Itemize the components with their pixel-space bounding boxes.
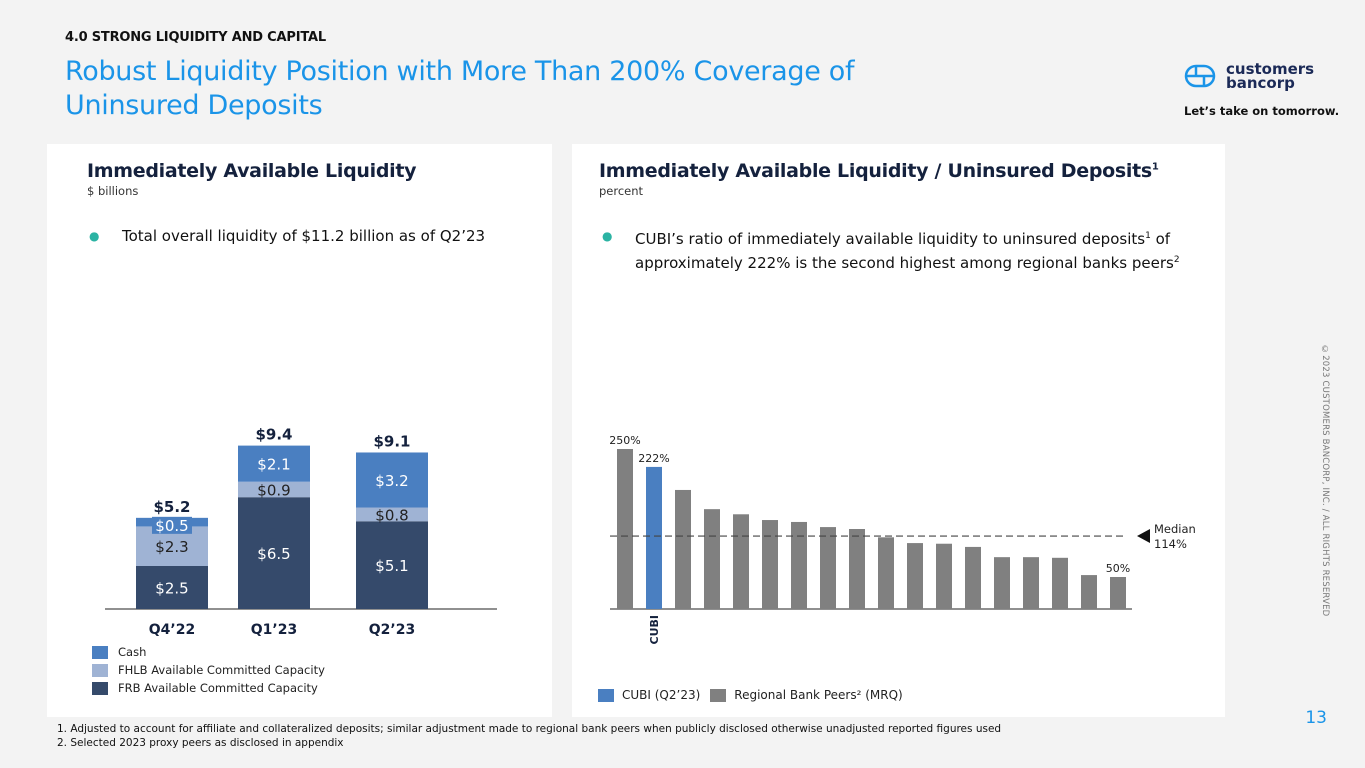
peer-bar [1023, 557, 1039, 609]
bar-segment-fhlb [238, 481, 310, 498]
bar-segment-cash [238, 445, 310, 482]
bullet-dot-icon: ● [602, 229, 613, 243]
legend-item-cubi: CUBI (Q2’23) [598, 688, 700, 702]
peer-bar [1110, 577, 1126, 609]
segment-label: $0.9 [257, 481, 290, 499]
peer-bar [762, 520, 778, 609]
brand-logo: customers bancorp [1184, 60, 1315, 92]
stacked-bar-chart: $2.5 $2.3 $0.5$5.2 Q4’22 $6.5 $0.9 $2.1 $9.4 Q1’… [105, 426, 497, 638]
legend-label: Regional Bank Peers² (MRQ) [734, 688, 903, 702]
label-background [152, 516, 192, 534]
legend-label: CUBI (Q2’23) [622, 688, 701, 702]
value-label: 222% [638, 452, 669, 465]
legend-swatch [92, 645, 108, 659]
bar-segment-frb [238, 497, 310, 609]
bullet-dot-icon: ● [89, 229, 100, 243]
liquidity-panel-title: Immediately Available Liquidity [87, 160, 417, 182]
peer-bar [617, 449, 633, 609]
liquidity-panel-subtitle: $ billions [87, 184, 139, 198]
peer-bar [1081, 575, 1097, 609]
coverage-bullet: ● CUBI’s ratio of immediately available … [600, 226, 1180, 274]
section-label: 4.0 STRONG LIQUIDITY AND CAPITAL [65, 30, 326, 45]
median-value: 114% [1154, 537, 1187, 551]
cubi-axis-label: CUBI [648, 615, 661, 644]
median-label: Median [1154, 522, 1196, 536]
legend-swatch [598, 688, 614, 702]
legend-label: FRB Available Committed Capacity [118, 681, 318, 695]
total-label: $5.2 [153, 498, 190, 516]
segment-label: $2.3 [155, 538, 188, 556]
category-label: Q2’23 [369, 622, 415, 638]
footnote-1: 1. Adjusted to account for affiliate and… [57, 723, 1002, 735]
legend-item-peers: Regional Bank Peers² (MRQ) [710, 688, 903, 702]
legend-item-fhlb: FHLB Available Committed Capacity [92, 663, 325, 677]
category-label: Q1’23 [251, 622, 297, 638]
coverage-panel: Immediately Available Liquidity / Uninsu… [572, 144, 1225, 717]
logo-line-2: bancorp [1226, 74, 1295, 92]
segment-label: $3.2 [375, 472, 408, 490]
peer-bar [733, 514, 749, 609]
total-label: $9.1 [373, 432, 410, 450]
peer-chart-legend: CUBI (Q2’23) Regional Bank Peers² (MRQ) [598, 688, 913, 702]
segment-label: $0.5 [155, 517, 188, 535]
bar-segment-fhlb [356, 507, 428, 522]
bullet-text-part: of approximately 222% is the second high… [635, 230, 1174, 272]
legend-label: Cash [118, 645, 147, 659]
segment-label: $5.1 [375, 557, 408, 575]
footnote-ref: 1 [1151, 161, 1159, 173]
stacked-chart-legend: Cash FHLB Available Committed Capacity F… [92, 645, 325, 695]
footnotes: 1. Adjusted to account for affiliate and… [57, 722, 1001, 750]
footnote-ref: 2 [1173, 255, 1180, 265]
legend-swatch [92, 663, 108, 677]
segment-label: $0.8 [375, 506, 408, 524]
value-label: 250% [609, 434, 640, 447]
peer-bar [936, 543, 952, 609]
legend-swatch [92, 681, 108, 695]
coverage-bullet-text: CUBI’s ratio of immediately available li… [635, 226, 1180, 274]
legend-label: FHLB Available Committed Capacity [118, 663, 325, 677]
bar-segment-frb [136, 566, 208, 609]
bar-segment-cash [356, 452, 428, 508]
peer-bar [878, 537, 894, 609]
cubi-bar [646, 466, 662, 609]
peer-bar [704, 509, 720, 609]
logo-line-1: customers [1226, 60, 1315, 78]
liquidity-bullet: ● Total overall liquidity of $11.2 billi… [87, 226, 485, 247]
page-title: Robust Liquidity Position with More Than… [65, 56, 855, 121]
coverage-panel-title: Immediately Available Liquidity / Uninsu… [599, 160, 1159, 182]
bullet-text-part: CUBI’s ratio of immediately available li… [635, 230, 1146, 248]
legend-item-cash: Cash [92, 645, 325, 659]
peer-bar [907, 543, 923, 609]
legend-swatch [710, 688, 727, 702]
total-label: $9.4 [255, 426, 292, 444]
peer-bar [791, 521, 807, 609]
peer-bar [1052, 557, 1068, 609]
peer-bar [849, 529, 865, 609]
value-label: 50% [1106, 562, 1130, 575]
logo-icon [1184, 64, 1216, 88]
peer-bar [965, 546, 981, 609]
legend-item-frb: FRB Available Committed Capacity [92, 681, 325, 695]
copyright: ©2023 CUSTOMERS BANCORP, INC. / ALL RIGH… [1320, 345, 1330, 617]
segment-label: $6.5 [257, 545, 290, 563]
category-label: Q4’22 [149, 622, 195, 638]
peer-bar [675, 489, 691, 609]
footnote-2: 2. Selected 2023 proxy peers as disclose… [57, 737, 344, 749]
footnote-ref: 1 [1145, 231, 1151, 241]
logo-text: customers bancorp [1226, 60, 1315, 92]
peer-bar [820, 527, 836, 609]
segment-label: $2.1 [257, 456, 290, 474]
median-arrow-icon [1137, 529, 1150, 544]
liquidity-bullet-text: Total overall liquidity of $11.2 billion… [122, 227, 486, 245]
tagline: Let’s take on tomorrow. [1184, 104, 1340, 118]
page-number: 13 [1305, 708, 1327, 728]
liquidity-panel: Immediately Available Liquidity $ billio… [47, 144, 552, 717]
coverage-panel-subtitle: percent [599, 184, 644, 198]
bar-segment-frb [356, 521, 428, 609]
peer-bar [994, 557, 1010, 609]
segment-label: $2.5 [155, 580, 188, 598]
coverage-title-text: Immediately Available Liquidity / Uninsu… [599, 160, 1152, 182]
